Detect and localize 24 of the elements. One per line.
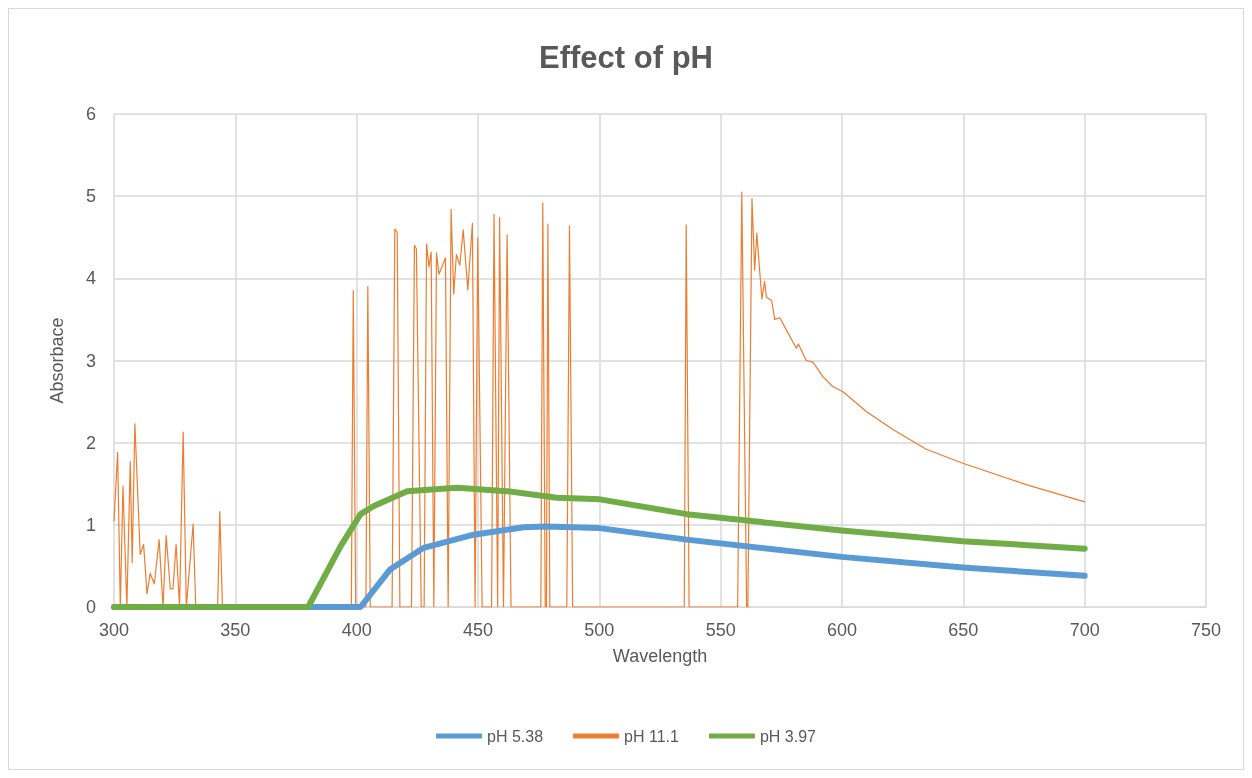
- y-tick-label: 4: [85, 268, 96, 289]
- x-tick-label: 650: [948, 620, 979, 640]
- legend-label: pH 11.1: [624, 727, 680, 745]
- x-axis-title: Wavelength: [612, 646, 708, 666]
- y-tick-label: 6: [85, 104, 96, 124]
- y-tick-label: 2: [85, 432, 96, 453]
- y-tick-label: 1: [85, 514, 96, 535]
- y-axis-title: Absorbace: [47, 317, 67, 404]
- x-tick-label: 450: [462, 620, 494, 640]
- x-tick-label: 300: [98, 620, 130, 640]
- x-tick-label: 400: [341, 620, 372, 640]
- y-tick-label: 0: [85, 597, 96, 617]
- line-series: [113, 191, 1086, 608]
- x-tick-label: 750: [1190, 620, 1222, 640]
- legend-label: pH 3.97: [759, 727, 817, 745]
- chart-title: Effect of pH: [539, 40, 713, 75]
- x-tick-label: 600: [826, 620, 858, 640]
- legend-label: pH 5.38: [487, 727, 544, 745]
- x-tick-label: 550: [705, 620, 736, 640]
- y-tick-label: 5: [85, 186, 96, 207]
- x-tick-label: 700: [1069, 620, 1100, 640]
- x-tick-label: 350: [220, 620, 251, 640]
- x-tick-label: 500: [584, 620, 615, 640]
- y-tick-label: 3: [85, 350, 96, 371]
